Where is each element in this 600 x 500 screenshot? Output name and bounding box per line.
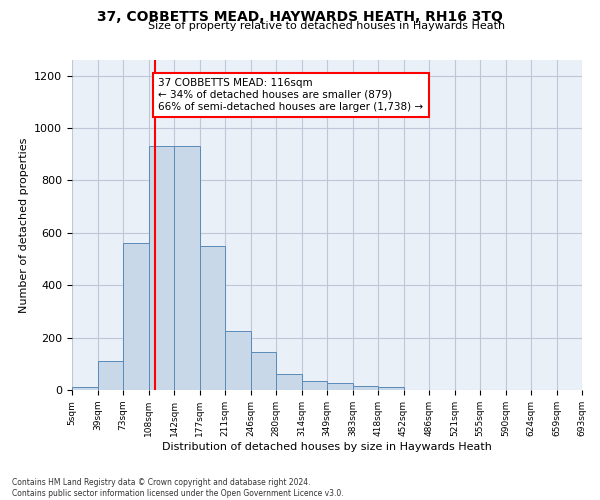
Text: Contains HM Land Registry data © Crown copyright and database right 2024.
Contai: Contains HM Land Registry data © Crown c… xyxy=(12,478,344,498)
Bar xyxy=(225,331,251,390)
Bar xyxy=(353,386,378,390)
Title: Size of property relative to detached houses in Haywards Heath: Size of property relative to detached ho… xyxy=(148,22,506,32)
Bar xyxy=(302,381,327,390)
Bar xyxy=(276,374,302,390)
Text: 37 COBBETTS MEAD: 116sqm
← 34% of detached houses are smaller (879)
66% of semi-: 37 COBBETTS MEAD: 116sqm ← 34% of detach… xyxy=(158,78,424,112)
Text: 37, COBBETTS MEAD, HAYWARDS HEATH, RH16 3TQ: 37, COBBETTS MEAD, HAYWARDS HEATH, RH16 … xyxy=(97,10,503,24)
Bar xyxy=(174,146,199,390)
Bar xyxy=(72,388,97,390)
Bar xyxy=(378,388,404,390)
X-axis label: Distribution of detached houses by size in Haywards Heath: Distribution of detached houses by size … xyxy=(162,442,492,452)
Bar xyxy=(123,244,149,390)
Bar xyxy=(199,246,225,390)
Bar xyxy=(149,146,174,390)
Bar xyxy=(97,361,123,390)
Bar xyxy=(251,352,276,390)
Bar xyxy=(327,384,353,390)
Y-axis label: Number of detached properties: Number of detached properties xyxy=(19,138,29,312)
